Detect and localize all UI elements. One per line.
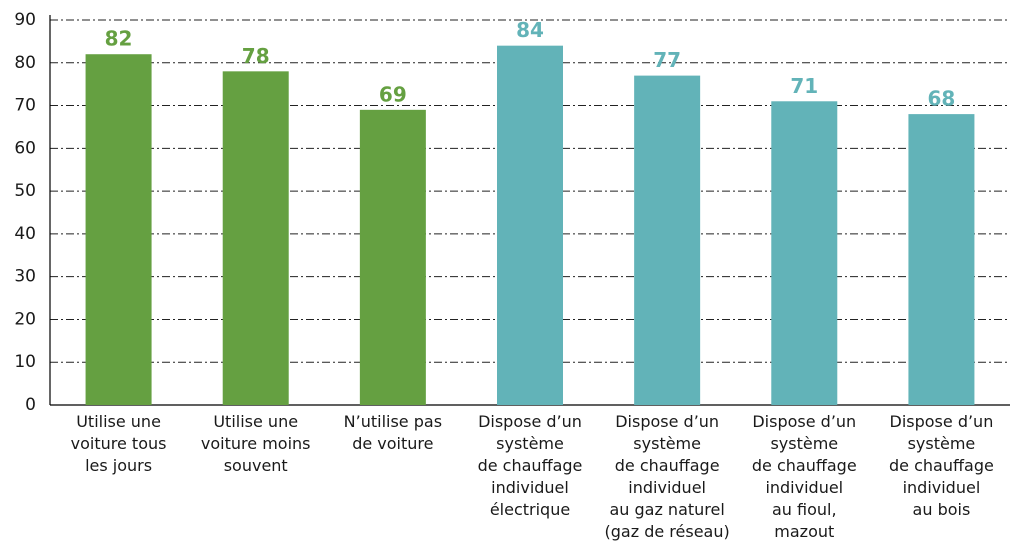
x-tick-label: Dispose d’un système de chauffage individue… (889, 412, 994, 519)
x-tick-label: Dispose d’un système de chauffage individue… (605, 412, 730, 541)
y-tick-label: 90 (14, 10, 36, 30)
y-tick-label: 80 (14, 53, 36, 73)
x-tick-label: Utilise une voiture tous les jours (71, 412, 167, 475)
bar (85, 54, 152, 405)
y-tick-label: 50 (14, 181, 36, 201)
y-tick-label: 30 (14, 267, 36, 287)
value-label: 71 (790, 74, 818, 98)
y-tick-label: 20 (14, 309, 36, 329)
value-label: 68 (928, 87, 956, 111)
y-tick-label: 10 (14, 352, 36, 372)
value-label: 82 (105, 27, 133, 51)
value-label: 78 (242, 44, 270, 68)
x-tick-label: N’utilise pas de voiture (344, 412, 442, 453)
y-tick-label: 40 (14, 224, 36, 244)
bar (634, 75, 701, 405)
value-label: 84 (516, 18, 544, 42)
y-tick-label: 0 (25, 395, 36, 415)
bar (222, 71, 289, 405)
value-label: 69 (379, 82, 407, 106)
x-tick-label: Dispose d’un système de chauffage individue… (752, 412, 857, 541)
bar (359, 109, 426, 405)
value-label: 77 (653, 48, 681, 72)
x-tick-label: Dispose d’un système de chauffage individue… (478, 412, 583, 519)
bar (908, 114, 975, 405)
bar (497, 45, 563, 406)
y-tick-label: 60 (14, 138, 36, 158)
y-tick-label: 70 (14, 96, 36, 116)
x-tick-label: Utilise une voiture moins souvent (201, 412, 311, 475)
bar (771, 101, 838, 406)
